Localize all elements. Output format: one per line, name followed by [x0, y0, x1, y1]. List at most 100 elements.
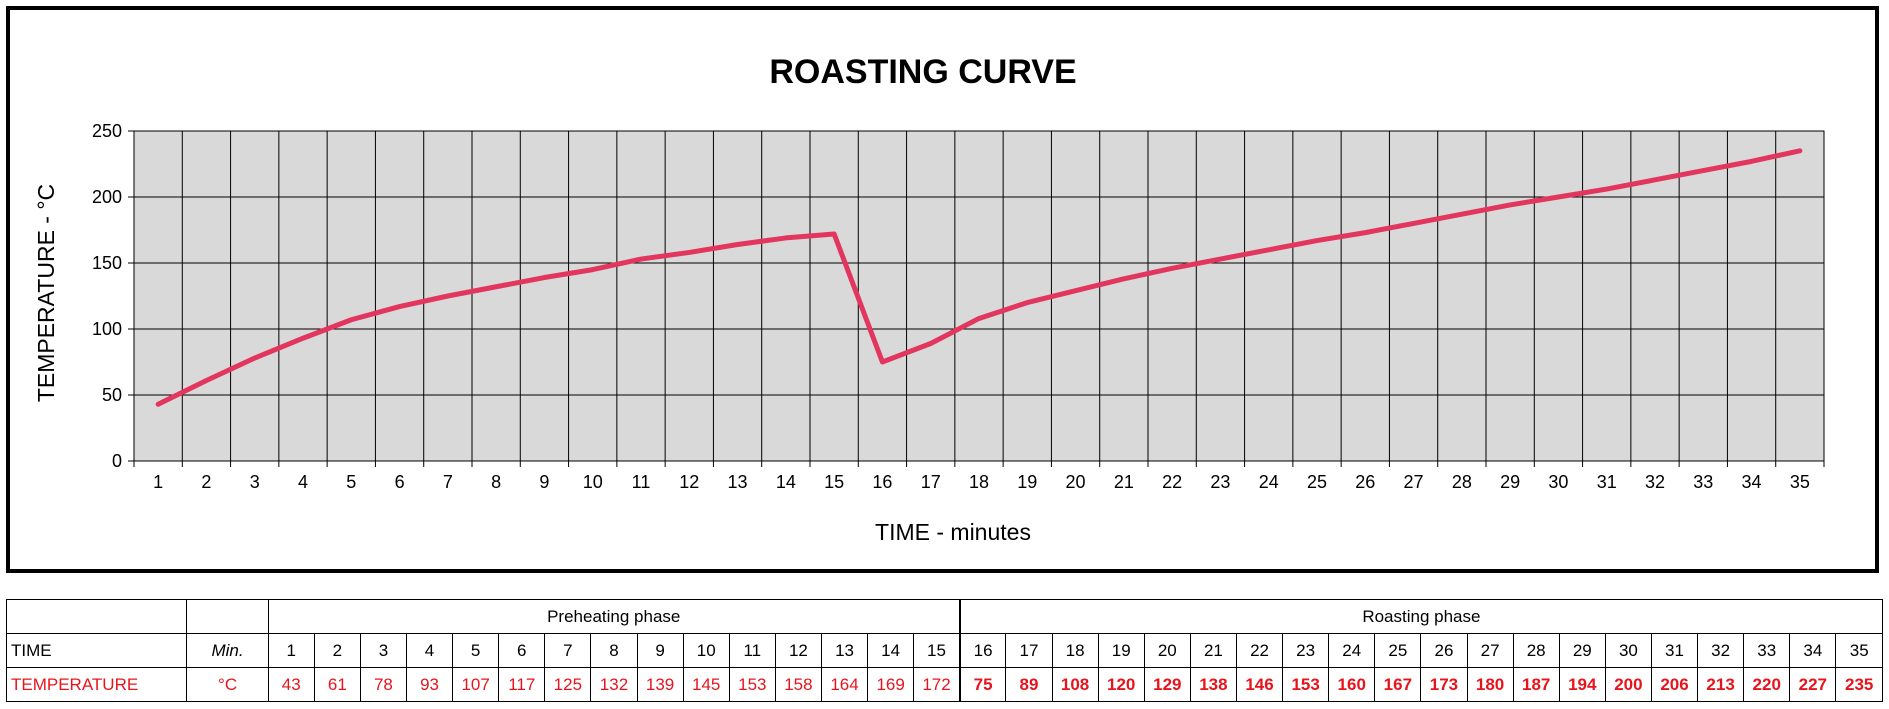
time-cell: 23	[1282, 633, 1330, 668]
temperature-cell: 132	[590, 667, 638, 702]
temperature-cell: 153	[728, 667, 776, 702]
time-cell: 9	[636, 633, 684, 668]
time-cell: 22	[1235, 633, 1284, 668]
time-cell: 20	[1143, 633, 1191, 668]
time-cell: 10	[682, 633, 730, 668]
x-tick-label: 23	[1210, 472, 1230, 492]
temperature-cell: 167	[1374, 667, 1422, 702]
x-tick-label: 17	[921, 472, 941, 492]
time-cell: 13	[820, 633, 869, 668]
temperature-cell: 93	[405, 667, 454, 702]
time-cell: 6	[498, 633, 546, 668]
temperature-cell: 117	[498, 667, 546, 702]
y-tick-label: 200	[92, 187, 122, 207]
temperature-row-label: TEMPERATURE	[5, 667, 188, 702]
time-cell: 18	[1051, 633, 1099, 668]
temperature-cell: 108	[1051, 667, 1099, 702]
temperature-cell: 172	[913, 667, 961, 702]
x-tick-label: 1	[153, 472, 163, 492]
x-tick-label: 33	[1693, 472, 1713, 492]
time-cell: 26	[1420, 633, 1468, 668]
x-tick-label: 15	[824, 472, 844, 492]
temperature-cell: 160	[1328, 667, 1376, 702]
x-axis-label: TIME - minutes	[875, 519, 1031, 545]
time-cell: 14	[867, 633, 915, 668]
x-tick-label: 3	[250, 472, 260, 492]
time-cell: 25	[1374, 633, 1422, 668]
x-tick-label: 2	[201, 472, 211, 492]
temperature-cell: 139	[636, 667, 684, 702]
temperature-cell: 206	[1650, 667, 1699, 702]
phase-roasting: Roasting phase	[958, 599, 1883, 634]
x-tick-label: 4	[298, 472, 308, 492]
time-cell: 34	[1789, 633, 1837, 668]
time-cell: 15	[913, 633, 961, 668]
time-cell: 31	[1650, 633, 1699, 668]
x-tick-label: 28	[1452, 472, 1472, 492]
time-cell: 32	[1697, 633, 1745, 668]
temperature-cell: 173	[1420, 667, 1468, 702]
x-tick-label: 6	[395, 472, 405, 492]
temperature-row: TEMPERATURE °C 43 61 78 93 107 117 125 132 139 14…	[5, 667, 1883, 702]
temperature-row-unit: °C	[186, 667, 269, 702]
temperature-cell: 107	[452, 667, 500, 702]
x-tick-label: 14	[776, 472, 796, 492]
temperature-cell: 158	[774, 667, 822, 702]
phase-row: Preheating phase Roasting phase	[5, 599, 1883, 634]
time-cell: 2	[313, 633, 361, 668]
temperature-cell: 61	[313, 667, 361, 702]
temperature-cell: 213	[1697, 667, 1745, 702]
x-tick-label: 8	[491, 472, 501, 492]
x-tick-label: 18	[969, 472, 989, 492]
y-tick-label: 0	[112, 451, 122, 471]
y-tick-label: 250	[92, 121, 122, 141]
chart-frame: ROASTING CURVE 0 50 100 150 200 250 1 2 3 4 5 6 7 8 9 10…	[6, 6, 1879, 573]
x-tick-label: 25	[1307, 472, 1327, 492]
x-tick-label: 5	[346, 472, 356, 492]
time-cell: 1	[267, 633, 315, 668]
time-cell: 27	[1466, 633, 1514, 668]
x-tick-label: 26	[1355, 472, 1375, 492]
temperature-cell: 138	[1189, 667, 1237, 702]
time-cell: 21	[1189, 633, 1237, 668]
time-row-unit: Min.	[186, 633, 269, 668]
time-cell: 19	[1097, 633, 1145, 668]
x-tick-label: 24	[1259, 472, 1279, 492]
temperature-cell: 129	[1143, 667, 1191, 702]
chart-title: ROASTING CURVE	[769, 53, 1076, 91]
temperature-cell: 227	[1789, 667, 1837, 702]
time-cell: 35	[1835, 633, 1883, 668]
temperature-cell: 146	[1235, 667, 1284, 702]
time-row-label: TIME	[5, 633, 188, 668]
temperature-cell: 125	[544, 667, 592, 702]
phase-preheating: Preheating phase	[267, 599, 961, 634]
time-cell: 33	[1743, 633, 1791, 668]
temperature-cell: 120	[1097, 667, 1145, 702]
time-cell: 4	[405, 633, 454, 668]
x-tick-label: 22	[1162, 472, 1182, 492]
x-tick-label: 20	[1066, 472, 1086, 492]
x-tick-label: 30	[1548, 472, 1568, 492]
x-tick-label: 13	[728, 472, 748, 492]
x-tick-label: 31	[1597, 472, 1617, 492]
x-tick-label: 34	[1742, 472, 1762, 492]
time-cell: 29	[1558, 633, 1606, 668]
temperature-cell: 89	[1005, 667, 1053, 702]
y-tick-label: 50	[102, 385, 122, 405]
x-tick-label: 21	[1114, 472, 1134, 492]
temperature-cell: 153	[1282, 667, 1330, 702]
x-tick-label: 11	[632, 472, 651, 492]
y-tick-label: 100	[92, 319, 122, 339]
x-tick-label: 29	[1500, 472, 1520, 492]
x-tick-label: 7	[443, 472, 453, 492]
temperature-cell: 145	[682, 667, 730, 702]
x-tick-label: 35	[1790, 472, 1810, 492]
x-tick-label: 32	[1645, 472, 1665, 492]
time-cell: 24	[1328, 633, 1376, 668]
x-tick-label: 16	[872, 472, 892, 492]
y-tick-label: 150	[92, 253, 122, 273]
temperature-cell: 78	[359, 667, 407, 702]
phase-empty-unit	[186, 599, 269, 634]
x-tick-label: 9	[539, 472, 549, 492]
